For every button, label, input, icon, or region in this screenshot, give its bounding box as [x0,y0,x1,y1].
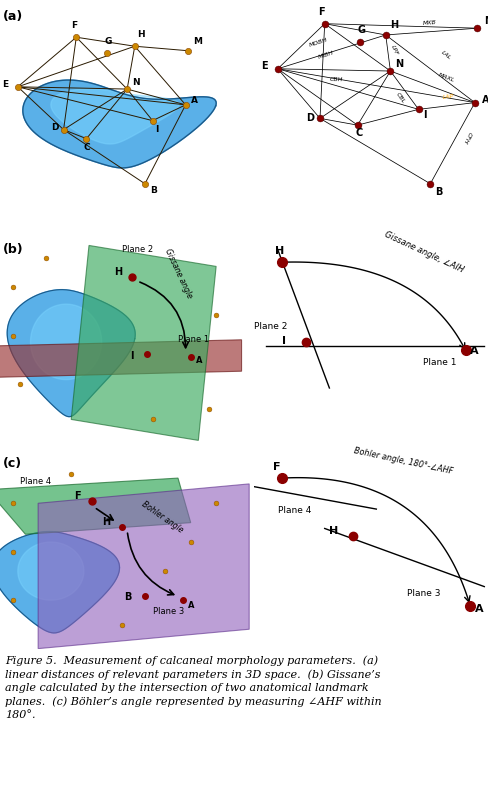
Text: LAP: LAP [441,94,453,100]
Text: N: N [132,78,140,86]
Text: M: M [483,16,488,25]
Text: I: I [423,111,426,120]
Text: LPF: LPF [389,44,399,56]
Text: (a): (a) [2,10,23,23]
Text: CBH: CBH [329,77,342,82]
Polygon shape [7,290,135,417]
Text: H: H [275,246,284,255]
Text: A: A [190,96,197,104]
Text: MIBH: MIBH [317,50,334,59]
Text: G: G [104,37,111,46]
Text: Figure 5.  Measurement of calcaneal morphology parameters.  (a)
linear distances: Figure 5. Measurement of calcaneal morph… [5,655,381,721]
Text: Plane 1: Plane 1 [178,335,209,344]
Text: C: C [84,143,90,152]
Text: F: F [272,462,280,472]
Text: H: H [114,267,122,277]
Text: Plane 1: Plane 1 [423,358,456,367]
Text: D: D [305,112,313,123]
Text: E: E [261,61,267,70]
Text: A: A [481,95,488,104]
Text: MAXL: MAXL [436,72,454,83]
Text: F: F [317,6,324,17]
Text: MOBH: MOBH [307,38,327,48]
Text: CFH: CFH [461,131,471,144]
Polygon shape [23,80,216,168]
Text: Plane 2: Plane 2 [254,322,287,331]
Text: (c): (c) [2,456,21,470]
Text: Bohler angle, 180°-∠AHF: Bohler angle, 180°-∠AHF [352,446,453,476]
Text: F: F [74,491,80,501]
Text: A: A [469,346,478,357]
Text: D: D [51,123,58,131]
Polygon shape [0,532,119,633]
Text: MXB: MXB [421,20,435,26]
Text: H: H [389,21,398,30]
Text: H: H [137,30,144,40]
Text: LAL: LAL [439,50,451,61]
Text: Plane 3: Plane 3 [406,589,440,598]
Polygon shape [18,542,84,600]
Text: H: H [329,526,338,536]
Text: B: B [434,187,442,197]
Text: Bohler angle: Bohler angle [140,499,184,535]
Text: E: E [2,80,9,89]
Text: Gissane angle: Gissane angle [163,248,193,300]
Polygon shape [38,484,249,649]
Text: G: G [357,25,365,35]
Polygon shape [0,340,241,377]
Text: Plane 4: Plane 4 [20,477,51,486]
Text: B: B [124,592,132,602]
Text: H: H [102,517,110,527]
Polygon shape [71,245,216,441]
Text: A: A [195,356,202,365]
Text: Plane 4: Plane 4 [277,506,310,515]
Text: Gissane angle, ∠AIH: Gissane angle, ∠AIH [383,230,465,274]
Text: I: I [155,125,158,134]
Text: M: M [193,37,202,46]
Text: (b): (b) [2,244,23,256]
Text: N: N [394,59,403,69]
Text: B: B [150,186,157,195]
Text: Plane 2: Plane 2 [122,244,153,254]
Text: I: I [129,350,133,361]
Text: CBL: CBL [394,92,406,104]
Text: C: C [354,128,362,138]
Text: I: I [282,336,286,346]
Polygon shape [0,478,190,534]
Text: A: A [188,601,194,610]
Text: A: A [474,604,483,614]
Text: Plane 3: Plane 3 [152,607,183,615]
Polygon shape [30,305,102,380]
Text: F: F [71,21,77,30]
Polygon shape [51,89,179,144]
